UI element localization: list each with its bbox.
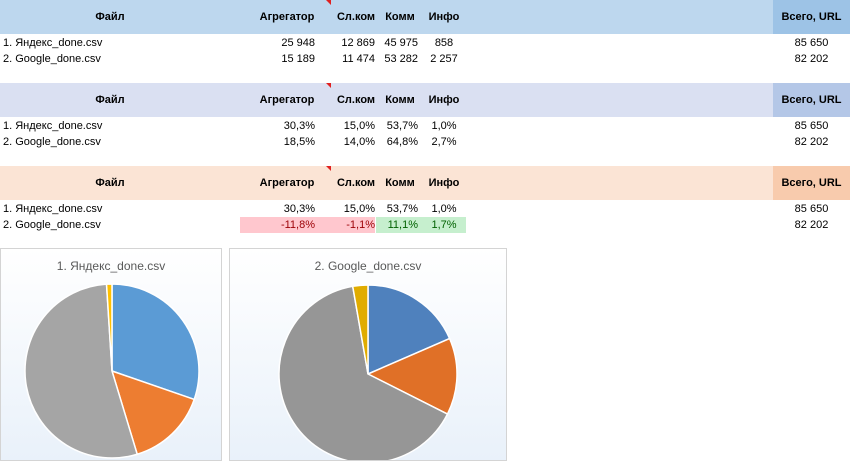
cell-file: 2. Google_done.csv: [3, 136, 101, 148]
cell-aggregator: -11,8%: [280, 219, 315, 231]
header-slkom: Сл.ком: [336, 177, 376, 189]
cell-file: 1. Яндекс_done.csv: [3, 203, 103, 215]
positive-highlight: [376, 217, 466, 233]
cell-komm: 53,7%: [386, 203, 418, 215]
pie-slice-Сл.ком[interactable]: [110, 369, 196, 456]
cell-file: 2. Google_done.csv: [3, 219, 101, 231]
cell-info: 1,0%: [431, 120, 457, 132]
header-file: Файл: [95, 11, 125, 23]
header-file: Файл: [95, 94, 125, 106]
pie-slice-Инфо[interactable]: [105, 283, 113, 372]
cell-slkom: -1,1%: [346, 219, 375, 231]
table-row: 2. Google_done.csv 15 189 11 474 53 282 …: [0, 51, 850, 67]
total-header-bg: [773, 0, 850, 34]
header-aggregator: Агрегатор: [259, 11, 315, 23]
total-header-bg: [773, 83, 850, 117]
cell-info: 2,7%: [431, 136, 457, 148]
chart-title: 1. Яндекс_done.csv: [56, 259, 166, 273]
header-total: Всего, URL: [781, 11, 842, 23]
cell-total: 85 650: [794, 203, 829, 215]
table-row: 1. Яндекс_done.csv 30,3% 15,0% 53,7% 1,0…: [0, 201, 850, 217]
cell-info: 858: [434, 37, 454, 49]
pie-svg: [24, 283, 200, 459]
pie-svg: [278, 284, 458, 460]
header-row-1: Файл Агрегатор Сл.ком Комм Инфо Всего, U…: [0, 0, 850, 34]
comment-marker: [326, 83, 331, 88]
header-slkom: Сл.ком: [336, 94, 376, 106]
pie-slice-Инфо[interactable]: [351, 284, 369, 375]
cell-aggregator: 30,3%: [283, 120, 315, 132]
comment-marker: [326, 0, 331, 5]
cell-aggregator: 15 189: [281, 53, 315, 65]
chart-title: 2. Google_done.csv: [314, 259, 422, 273]
table-row: 2. Google_done.csv 18,5% 14,0% 64,8% 2,7…: [0, 134, 850, 150]
header-info: Инфо: [428, 94, 460, 106]
cell-komm: 64,8%: [386, 136, 418, 148]
header-total: Всего, URL: [781, 177, 842, 189]
pie-slice-Сл.ком[interactable]: [366, 337, 458, 416]
cell-komm: 11,1%: [387, 219, 418, 231]
cell-file: 2. Google_done.csv: [3, 53, 101, 65]
cell-aggregator: 25 948: [281, 37, 315, 49]
table-row: 1. Яндекс_done.csv 30,3% 15,0% 53,7% 1,0…: [0, 118, 850, 134]
cell-total: 85 650: [794, 37, 829, 49]
cell-total: 82 202: [794, 219, 829, 231]
header-file: Файл: [95, 177, 125, 189]
header-komm: Комм: [385, 11, 415, 23]
header-row-3: Файл Агрегатор Сл.ком Комм Инфо Всего, U…: [0, 166, 850, 200]
header-komm: Комм: [385, 177, 415, 189]
cell-aggregator: 30,3%: [283, 203, 315, 215]
pie-slice-Комм[interactable]: [278, 285, 449, 460]
cell-slkom: 14,0%: [343, 136, 375, 148]
header-info: Инфо: [428, 177, 460, 189]
total-header-bg: [773, 166, 850, 200]
header-slkom: Сл.ком: [336, 11, 376, 23]
cell-info: 2 257: [430, 53, 458, 65]
cell-komm: 53,7%: [386, 120, 418, 132]
cell-slkom: 15,0%: [343, 203, 375, 215]
table-row: 1. Яндекс_done.csv 25 948 12 869 45 975 …: [0, 35, 850, 51]
header-row-2: Файл Агрегатор Сл.ком Комм Инфо Всего, U…: [0, 83, 850, 117]
header-aggregator: Агрегатор: [259, 94, 315, 106]
pie-chart-google[interactable]: 2. Google_done.csv: [229, 248, 507, 461]
cell-slkom: 12 869: [341, 37, 375, 49]
cell-aggregator: 18,5%: [283, 136, 315, 148]
cell-komm: 45 975: [384, 37, 418, 49]
pie-chart-yandex[interactable]: 1. Яндекс_done.csv: [0, 248, 222, 461]
header-aggregator: Агрегатор: [259, 177, 315, 189]
cell-info: 1,0%: [431, 203, 457, 215]
header-info: Инфо: [428, 11, 460, 23]
table-row: 2. Google_done.csv -11,8% -1,1% 11,1% 1,…: [0, 217, 850, 233]
cell-slkom: 11 474: [342, 53, 375, 65]
comment-marker: [326, 166, 331, 171]
cell-slkom: 15,0%: [343, 120, 375, 132]
pie-slice-Агрегатор[interactable]: [111, 283, 200, 401]
cell-info: 1,7%: [431, 219, 457, 231]
negative-highlight: [240, 217, 375, 233]
cell-total: 82 202: [794, 136, 829, 148]
header-komm: Комм: [385, 94, 415, 106]
cell-file: 1. Яндекс_done.csv: [3, 37, 103, 49]
pie-slice-Агрегатор[interactable]: [367, 284, 451, 376]
cell-total: 82 202: [794, 53, 829, 65]
cell-total: 85 650: [794, 120, 829, 132]
header-total: Всего, URL: [781, 94, 842, 106]
cell-file: 1. Яндекс_done.csv: [3, 120, 103, 132]
cell-komm: 53 282: [384, 53, 418, 65]
